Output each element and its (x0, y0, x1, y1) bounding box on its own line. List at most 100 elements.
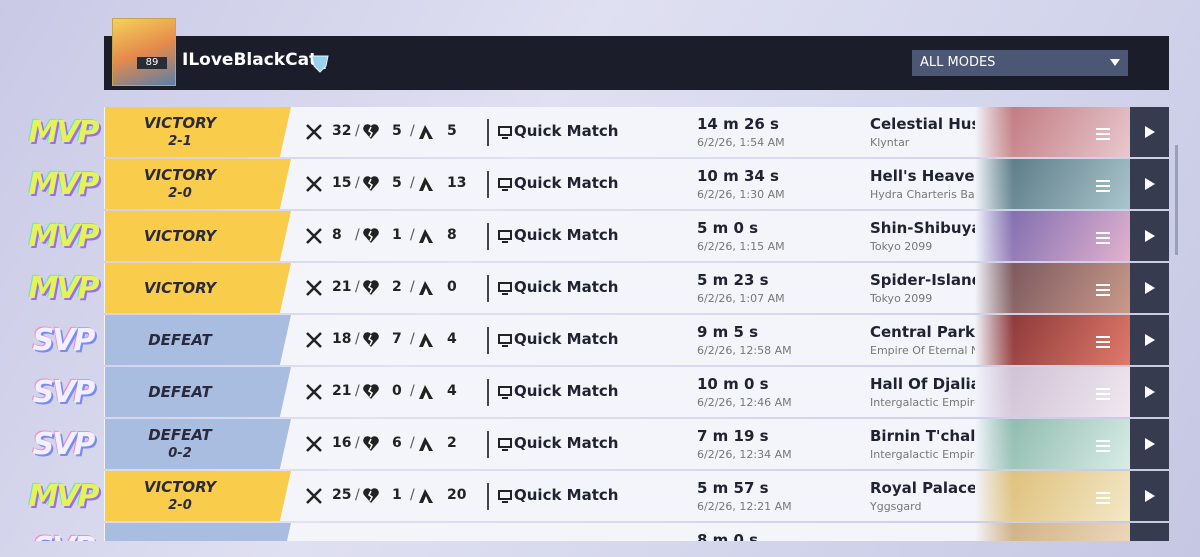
mode-filter[interactable]: ALL MODES (912, 50, 1128, 76)
assists-icon-glyph (419, 489, 433, 503)
match-row[interactable]: MVP VICTORY 2-0 15/5/13 Quick Match 10 m 34 s… (0, 159, 1170, 209)
separator: / (410, 487, 415, 503)
replay-button[interactable] (1130, 263, 1169, 313)
kills: 15 (332, 175, 352, 191)
replay-button[interactable] (1130, 471, 1169, 521)
match-time: 6/2/26, 12:21 AM (697, 500, 792, 513)
performance-badge: MVP (28, 115, 99, 150)
player-level: 89 (137, 57, 167, 69)
round-score: 0-2 (168, 446, 192, 461)
replay-button[interactable] (1130, 523, 1169, 541)
round-score: 2-0 (168, 186, 192, 201)
details-button[interactable] (1096, 177, 1110, 196)
play-glyph (1145, 178, 1155, 190)
kills-icon-glyph (306, 280, 322, 296)
divider (487, 171, 489, 198)
play-glyph (1145, 490, 1155, 502)
rank-icon (311, 55, 329, 73)
map-thumbnail (975, 159, 1130, 209)
details-button[interactable] (1096, 229, 1110, 248)
match-row[interactable]: SVP DEFEAT 21/0/4 Quick Match 10 m 0 s 6/2/26… (0, 367, 1170, 417)
kills-icon (305, 175, 323, 193)
assists-icon (417, 331, 435, 349)
deaths: 1 (392, 227, 402, 243)
details-button[interactable] (1096, 333, 1110, 352)
separator: / (410, 383, 415, 399)
performance-badge: SVP (32, 323, 96, 358)
mode-icon (497, 123, 515, 141)
kills-icon-glyph (306, 488, 322, 504)
result: DEFEAT (148, 383, 212, 401)
divider (487, 431, 489, 458)
replay-button[interactable] (1130, 107, 1169, 157)
map-name: Royal Palace (870, 479, 978, 497)
deaths: 5 (392, 175, 402, 191)
deaths: 1 (392, 487, 402, 503)
kills-icon-glyph (306, 332, 322, 348)
game-mode: Quick Match (514, 122, 619, 140)
profile-header: 89 ILoveBlackCat_ ALL MODES (104, 18, 1169, 90)
details-button[interactable] (1096, 385, 1110, 404)
match-row[interactable]: SVP DEFEAT 0-2 16/6/2 Quick Match 7 m 19 s 6/2… (0, 419, 1170, 469)
replay-button[interactable] (1130, 367, 1169, 417)
game-mode: Quick Match (514, 382, 619, 400)
details-button[interactable] (1096, 437, 1110, 456)
assists: 2 (447, 435, 457, 451)
performance-badge: MVP (28, 479, 99, 514)
replay-button[interactable] (1130, 159, 1169, 209)
details-button[interactable] (1096, 281, 1110, 300)
details-button[interactable] (1096, 489, 1110, 508)
result: DEFEAT (105, 539, 255, 541)
separator: / (410, 123, 415, 139)
match-duration: 10 m 34 s (697, 167, 779, 185)
game-mode: Quick Match (514, 226, 619, 244)
separator: / (410, 331, 415, 347)
separator: / (355, 227, 360, 243)
map-region: Hydra Charteris Base (870, 188, 988, 201)
performance-badge: MVP (28, 167, 99, 202)
assists-icon (417, 175, 435, 193)
result-block (105, 159, 291, 209)
kills-icon-glyph (306, 384, 322, 400)
assists: 4 (447, 331, 457, 347)
assists-icon (417, 383, 435, 401)
divider (487, 275, 489, 302)
match-duration: 5 m 23 s (697, 271, 769, 289)
replay-button[interactable] (1130, 419, 1169, 469)
replay-button[interactable] (1130, 315, 1169, 365)
separator: / (355, 435, 360, 451)
mode-icon (497, 331, 515, 349)
mode-icon-glyph (498, 438, 512, 451)
performance-badge: MVP (28, 271, 99, 306)
play-glyph (1145, 230, 1155, 242)
assists: 0 (447, 279, 457, 295)
assists: 13 (447, 175, 467, 191)
match-row[interactable]: MVP VICTORY 8 / 1 / 8 Quick Match 5 m 0 s 6/2/26,… (0, 211, 1170, 261)
mode-icon-glyph (498, 282, 512, 295)
map-name: Central Park (870, 323, 975, 341)
match-row[interactable]: SVP DEFEAT 18/7/4 Quick Match 9 m 5 s 6/2/26,… (0, 315, 1170, 365)
mode-icon (497, 383, 515, 401)
kills: 8 (332, 227, 342, 243)
kills-icon-glyph (306, 176, 322, 192)
kills-icon-glyph (306, 228, 322, 244)
kills-icon (305, 331, 323, 349)
details-button[interactable] (1096, 125, 1110, 144)
scrollbar[interactable] (1175, 145, 1178, 255)
game-mode: Quick Match (514, 486, 619, 504)
map-name: Hall Of Djalia (870, 375, 981, 393)
divider (487, 223, 489, 250)
deaths: 2 (392, 279, 402, 295)
match-row[interactable]: MVP VICTORY 21/2/0 Quick Match 5 m 23 s 6/2/2… (0, 263, 1170, 313)
mode-icon-glyph (498, 126, 512, 139)
game-mode: Quick Match (514, 434, 619, 452)
kills-icon (305, 123, 323, 141)
deaths-icon-glyph (363, 228, 379, 243)
divider (487, 379, 489, 406)
match-duration: 8 m 0 s (697, 531, 759, 541)
result-block (105, 523, 291, 541)
replay-button[interactable] (1130, 211, 1169, 261)
